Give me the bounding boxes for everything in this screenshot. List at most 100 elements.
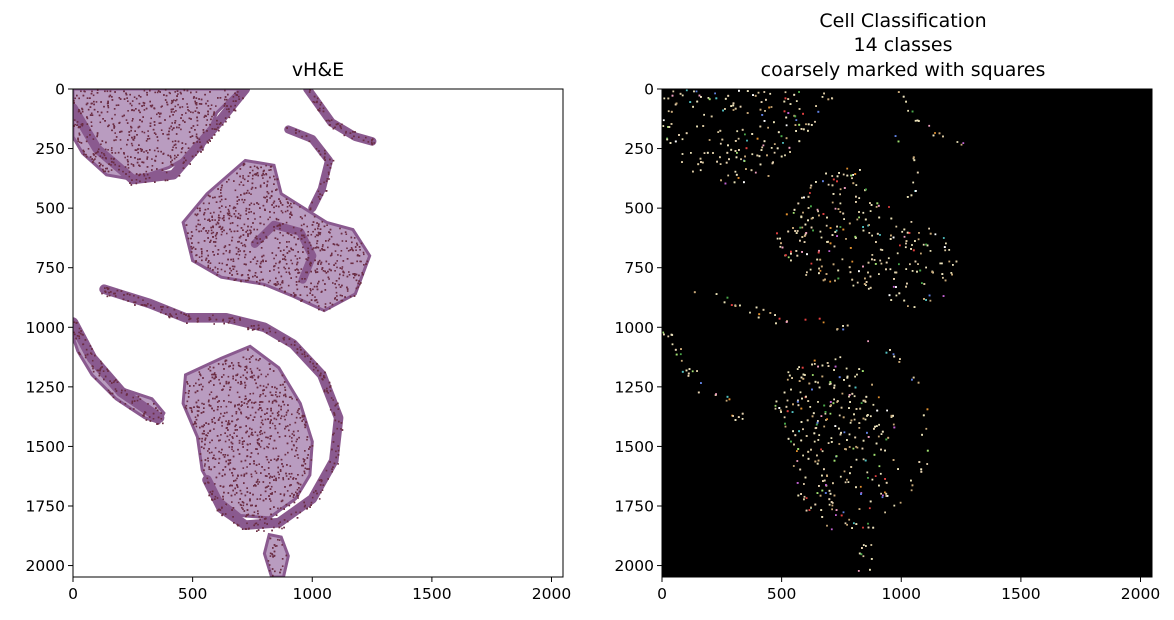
nucleus [246, 430, 248, 433]
nucleus [213, 211, 215, 214]
nucleus [262, 240, 264, 243]
nucleus [315, 490, 317, 492]
nucleus [318, 232, 320, 235]
nucleus [214, 196, 216, 199]
nucleus [320, 480, 323, 483]
nucleus [123, 98, 126, 100]
cell-marker [818, 434, 821, 436]
nucleus [282, 465, 284, 468]
nucleus [97, 150, 99, 153]
nucleus [204, 443, 206, 446]
nucleus [239, 489, 242, 492]
nucleus [77, 140, 79, 142]
nucleus [136, 134, 138, 136]
nucleus [186, 381, 188, 383]
nucleus [203, 430, 205, 432]
nucleus [310, 282, 312, 285]
nucleus [267, 446, 270, 449]
nucleus [76, 124, 78, 126]
nucleus [232, 455, 235, 458]
nucleus [108, 291, 110, 294]
nucleus [305, 258, 307, 260]
nucleus [256, 202, 258, 204]
nucleus [171, 149, 174, 151]
nucleus [315, 366, 317, 369]
cell-marker [814, 120, 816, 123]
nucleus [296, 288, 299, 291]
nucleus [278, 473, 280, 476]
nucleus [345, 240, 347, 242]
nucleus [251, 182, 254, 185]
nucleus [272, 574, 274, 577]
nucleus [346, 247, 348, 250]
nucleus [229, 214, 231, 217]
nucleus [233, 522, 235, 524]
nucleus [248, 208, 251, 210]
nucleus [166, 101, 168, 104]
nucleus [234, 215, 237, 218]
nucleus [280, 408, 282, 411]
nucleus [279, 469, 282, 471]
nucleus [89, 345, 92, 347]
nucleus [339, 227, 341, 230]
nucleus [265, 375, 267, 378]
nucleus [255, 448, 257, 450]
nucleus [156, 91, 159, 94]
cell-marker [929, 299, 932, 302]
nucleus [341, 240, 344, 242]
cell-marker [868, 507, 871, 510]
nucleus [119, 131, 121, 133]
nucleus [125, 394, 128, 396]
nucleus [315, 247, 317, 249]
nucleus [295, 276, 298, 278]
nucleus [353, 295, 356, 297]
nucleus [303, 353, 306, 355]
cell-marker [889, 268, 892, 271]
nucleus [254, 505, 257, 507]
nucleus [279, 224, 282, 227]
nucleus [262, 385, 265, 387]
nucleus [271, 190, 273, 193]
nucleus [333, 432, 335, 435]
nucleus [235, 424, 237, 426]
cell-marker [821, 450, 824, 453]
y-tick-label: 2000 [26, 557, 65, 575]
nucleus [223, 368, 225, 370]
nucleus [113, 380, 116, 382]
nucleus [250, 504, 252, 507]
nucleus [205, 230, 207, 232]
nucleus [108, 95, 111, 98]
nucleus [317, 234, 319, 237]
nucleus [110, 157, 113, 160]
nucleus [122, 170, 124, 173]
nucleus [137, 158, 139, 161]
nucleus [235, 210, 237, 212]
nucleus [249, 368, 252, 370]
nucleus [238, 396, 241, 398]
nucleus [295, 478, 297, 480]
nucleus [240, 194, 242, 196]
cell-marker [848, 433, 851, 436]
nucleus [307, 454, 309, 456]
nucleus [212, 373, 214, 376]
nucleus [90, 92, 93, 95]
nucleus [278, 198, 280, 200]
nucleus [267, 485, 270, 487]
nucleus [80, 142, 83, 144]
nucleus [268, 564, 271, 566]
nucleus [335, 280, 338, 282]
nucleus [265, 235, 267, 238]
cell-marker [895, 225, 898, 228]
nucleus [99, 155, 102, 157]
nucleus [73, 100, 75, 102]
cell-marker [831, 508, 833, 511]
nucleus [86, 123, 89, 125]
nucleus [192, 423, 195, 426]
nucleus [234, 425, 236, 428]
cell-marker [827, 183, 830, 186]
nucleus [207, 368, 210, 370]
nucleus [209, 267, 211, 270]
nucleus [189, 136, 192, 138]
nucleus [200, 151, 202, 153]
nucleus [222, 469, 224, 471]
